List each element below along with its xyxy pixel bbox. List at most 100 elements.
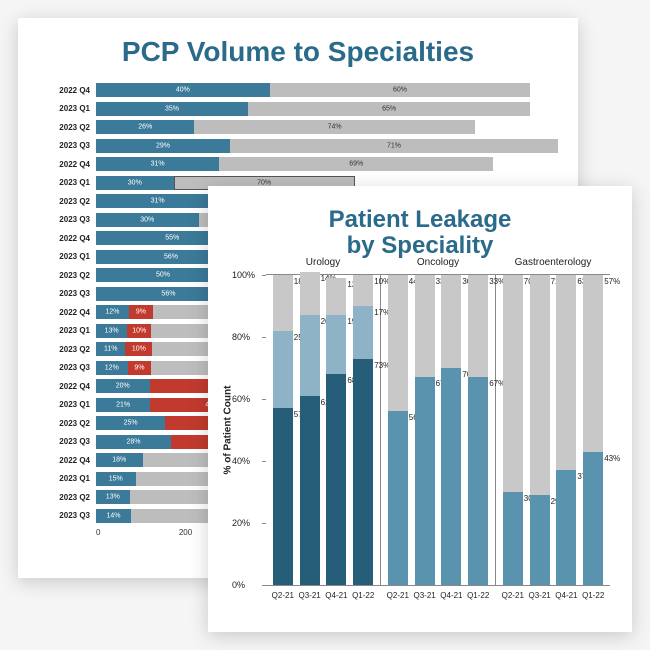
pcp-row: 2023 Q226%74% — [38, 119, 558, 136]
pcp-segment[interactable]: 20% — [96, 379, 150, 393]
pcp-segment-label: 10% — [132, 327, 146, 334]
pcp-segment[interactable]: 35% — [96, 102, 248, 116]
pcp-segment[interactable]: 21% — [96, 398, 150, 412]
leakage-segment: 10% — [353, 275, 373, 306]
pcp-segment[interactable]: 12% — [96, 361, 128, 375]
leakage-bar[interactable]: 67%33%Q1-22 — [468, 275, 488, 585]
pcp-segment[interactable]: 28% — [96, 435, 171, 449]
leakage-segment: 19% — [326, 315, 346, 374]
leakage-bar[interactable]: 30%70%Q2-21 — [503, 275, 523, 585]
pcp-segment[interactable]: 30% — [96, 176, 174, 190]
pcp-row-label: 2023 Q1 — [38, 178, 96, 187]
leakage-bar[interactable]: 68%19%12%Q4-21 — [326, 275, 346, 585]
pcp-row-label: 2022 Q4 — [38, 456, 96, 465]
leakage-segment: 57% — [273, 408, 293, 585]
pcp-segment[interactable]: 15% — [96, 472, 136, 486]
pcp-segment[interactable]: 9% — [128, 361, 152, 375]
pcp-row-label: 2023 Q3 — [38, 511, 96, 520]
leakage-segment: 61% — [300, 396, 320, 585]
pcp-segment[interactable]: 71% — [230, 139, 558, 153]
leakage-segment: 30% — [503, 492, 523, 585]
leakage-groups: Urology57%25%18%Q2-2161%26%14%Q3-2168%19… — [266, 275, 610, 585]
pcp-segment-label: 65% — [382, 105, 396, 112]
pcp-segment[interactable]: 13% — [96, 490, 130, 504]
pcp-segment[interactable]: 14% — [96, 509, 131, 523]
pcp-segment[interactable]: 12% — [96, 305, 129, 319]
pcp-segment[interactable]: 31% — [96, 157, 219, 171]
leakage-x-cat: Q1-22 — [467, 591, 489, 600]
leakage-segment: 73% — [353, 359, 373, 585]
pcp-segment[interactable]: 65% — [248, 102, 530, 116]
pcp-row: 2023 Q135%65% — [38, 101, 558, 118]
pcp-segment-label: 40% — [176, 87, 190, 94]
leakage-x-cat: Q2-21 — [272, 591, 294, 600]
canvas: PCP Volume to Specialties 2022 Q440%60%2… — [0, 0, 650, 650]
leakage-bar[interactable]: 43%57%Q1-22 — [583, 275, 603, 585]
pcp-segment[interactable]: 10% — [127, 324, 151, 338]
leakage-segment: 18% — [273, 275, 293, 331]
leakage-y-tick-line — [262, 523, 266, 524]
leakage-y-tick-line — [262, 337, 266, 338]
pcp-row-track: 31% 69% — [96, 157, 558, 171]
leakage-group-title: Oncology — [381, 257, 495, 268]
pcp-segment[interactable]: 25% — [96, 416, 165, 430]
pcp-row-label: 2022 Q4 — [38, 308, 96, 317]
leakage-segment: 57% — [583, 275, 603, 452]
pcp-segment-label: 20% — [116, 383, 130, 390]
leakage-bar[interactable]: 70%30%Q4-21 — [441, 275, 461, 585]
pcp-segment-label: 69% — [349, 161, 363, 168]
pcp-segment[interactable]: 11% — [96, 342, 125, 356]
pcp-segment-label: 9% — [136, 309, 146, 316]
leakage-y-tick-line — [262, 585, 266, 586]
pcp-x-tick: 200 — [179, 528, 192, 537]
pcp-segment-label: 13% — [106, 494, 120, 501]
leakage-segment: 67% — [468, 377, 488, 585]
leakage-bar[interactable]: 73%17%10%Q1-22 — [353, 275, 373, 585]
pcp-segment-label: 18% — [112, 457, 126, 464]
leakage-bar[interactable]: 57%25%18%Q2-21 — [273, 275, 293, 585]
leakage-y-tick: 60% — [232, 394, 250, 404]
pcp-segment-label: 50% — [156, 272, 170, 279]
pcp-row-label: 2022 Q4 — [38, 234, 96, 243]
leakage-x-cat: Q3-21 — [528, 591, 550, 600]
pcp-segment[interactable]: 26% — [96, 120, 194, 134]
leakage-y-tick-line — [262, 275, 266, 276]
leakage-bar[interactable]: 37%63%Q4-21 — [556, 275, 576, 585]
pcp-segment[interactable]: 69% — [219, 157, 493, 171]
leakage-bar[interactable]: 29%71%Q3-21 — [530, 275, 550, 585]
pcp-segment[interactable]: 30% — [96, 213, 199, 227]
leakage-title-1: Patient Leakage — [226, 206, 614, 234]
pcp-segment[interactable]: 60% — [270, 83, 531, 97]
pcp-segment[interactable]: 10% — [125, 342, 152, 356]
leakage-bar[interactable]: 56%44%Q2-21 — [388, 275, 408, 585]
leakage-x-cat: Q2-21 — [387, 591, 409, 600]
pcp-segment-label: 21% — [116, 401, 130, 408]
pcp-row-label: 2022 Q4 — [38, 86, 96, 95]
pcp-segment[interactable]: 40% — [96, 83, 270, 97]
pcp-segment[interactable]: 18% — [96, 453, 143, 467]
leakage-segment: 70% — [441, 368, 461, 585]
pcp-row-label: 2022 Q4 — [38, 160, 96, 169]
pcp-segment-label: 35% — [165, 105, 179, 112]
leakage-segment: 37% — [556, 470, 576, 585]
pcp-segment-label: 12% — [105, 309, 119, 316]
leakage-bar[interactable]: 67%33%Q3-21 — [415, 275, 435, 585]
pcp-segment-label: 74% — [328, 124, 342, 131]
pcp-segment[interactable]: 9% — [129, 305, 154, 319]
pcp-segment-label: 31% — [151, 161, 165, 168]
pcp-row-label: 2023 Q3 — [38, 437, 96, 446]
leakage-segment: 25% — [273, 331, 293, 409]
leakage-x-cat: Q3-21 — [298, 591, 320, 600]
pcp-segment[interactable]: 31% — [96, 194, 219, 208]
pcp-segment[interactable]: 13% — [96, 324, 127, 338]
leakage-bar[interactable]: 61%26%14%Q3-21 — [300, 275, 320, 585]
pcp-row-label: 2023 Q3 — [38, 363, 96, 372]
pcp-row-track: 35% 65% — [96, 102, 558, 116]
pcp-x-tick: 0 — [96, 528, 100, 537]
pcp-segment[interactable]: 74% — [194, 120, 474, 134]
pcp-segment-label: 13% — [105, 327, 119, 334]
leakage-segment: 14% — [300, 272, 320, 315]
pcp-segment[interactable]: 29% — [96, 139, 230, 153]
leakage-x-cat: Q4-21 — [325, 591, 347, 600]
leakage-segment-label: 57% — [603, 277, 620, 286]
